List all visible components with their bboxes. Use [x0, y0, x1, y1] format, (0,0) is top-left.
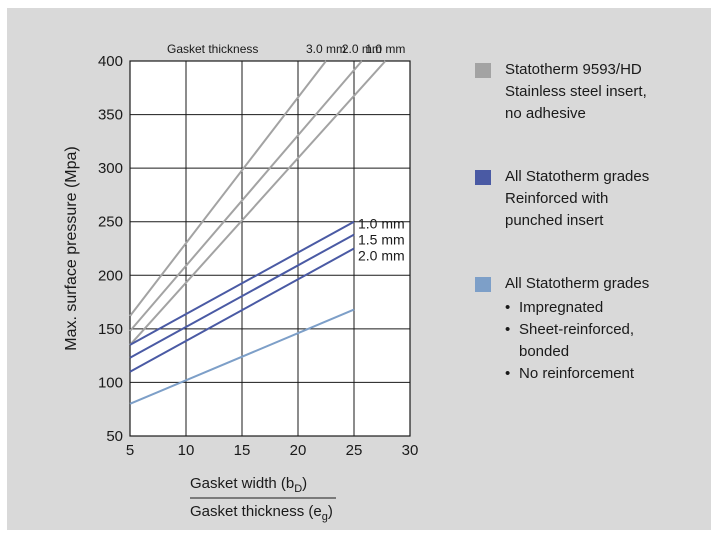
legend-swatch-dark-blue	[475, 170, 491, 185]
y-tick-label: 300	[98, 160, 123, 177]
chart-panel: 5 10 15 20 25 30 50 100 150 200 250 300 350 400 Gasket…	[7, 8, 711, 530]
y-tick-label: 50	[106, 428, 123, 445]
legend-bullet: • Sheet-reinforced, bonded	[475, 319, 649, 363]
x-tick-label: 10	[178, 442, 195, 459]
plot-frame	[129, 60, 411, 437]
series-label: 1.0 mm	[358, 216, 405, 232]
series-label: 3.0 mm	[306, 42, 346, 56]
legend-bullet-text: Impregnated	[519, 299, 604, 316]
y-tick-label: 250	[98, 214, 123, 231]
series-line-grey	[129, 60, 327, 317]
legend-text: All Statotherm grades	[505, 168, 650, 185]
series-label: 1.5 mm	[358, 232, 405, 248]
y-tick-label: 400	[98, 53, 123, 70]
legend-text: no adhesive	[505, 105, 586, 122]
legend-entry-light-blue: All Statotherm grades • Impregnated • Shee…	[475, 273, 649, 385]
x-tick-label: 25	[346, 442, 363, 459]
x-tick-label: 20	[290, 442, 307, 459]
legend-entry-grey: Statotherm 9593/HD Stainless steel inser…	[475, 59, 647, 125]
plot-area	[130, 61, 410, 436]
series-line-grey	[129, 60, 387, 346]
x-tick-label: 5	[126, 442, 134, 459]
y-tick-label: 350	[98, 107, 123, 124]
legend-text: Reinforced with	[505, 190, 609, 207]
series-label: 2.0 mm	[342, 42, 382, 56]
legend-swatch-grey	[475, 63, 491, 78]
legend-swatch-light-blue	[475, 277, 491, 292]
legend-text: All Statotherm grades	[505, 275, 650, 292]
legend-text: punched insert	[505, 212, 604, 229]
legend-text: Statotherm 9593/HD	[505, 61, 642, 78]
x-tick-label: 30	[402, 442, 419, 459]
x-axis-label-denominator: Gasket thickness (eg)	[190, 503, 333, 523]
legend-entry-dark-blue: All Statotherm grades Reinforced with pu…	[475, 166, 649, 232]
legend-bullet: • No reinforcement	[475, 363, 649, 385]
y-tick-label: 200	[98, 267, 123, 284]
x-tick-label: 15	[234, 442, 251, 459]
series-line-dark_blue	[129, 220, 355, 346]
legend-bullet-text: bonded	[519, 343, 570, 360]
x-axis-label-numerator: Gasket width (bD)	[190, 475, 307, 495]
legend-bullet-text: No reinforcement	[519, 365, 635, 382]
series-line-grey	[129, 60, 363, 332]
series-line-dark_blue	[129, 233, 355, 359]
legend-bullet: • Impregnated	[475, 297, 649, 319]
y-axis-label: Max. surface pressure (Mpa)	[63, 146, 80, 351]
y-tick-label: 100	[98, 374, 123, 391]
y-tick-label: 150	[98, 321, 123, 338]
legend-text: Stainless steel insert,	[505, 83, 647, 100]
legend-bullet-text: Sheet-reinforced,	[519, 321, 635, 338]
series-line-light_blue	[129, 308, 355, 405]
series-line-dark_blue	[129, 247, 355, 373]
series-label: 1.0 mm	[365, 42, 405, 56]
line-chart: 5 10 15 20 25 30 50 100 150 200 250 300 350 400 Gasket…	[63, 42, 419, 523]
top-annotation: Gasket thickness	[167, 42, 258, 56]
series-label: 2.0 mm	[358, 248, 405, 264]
